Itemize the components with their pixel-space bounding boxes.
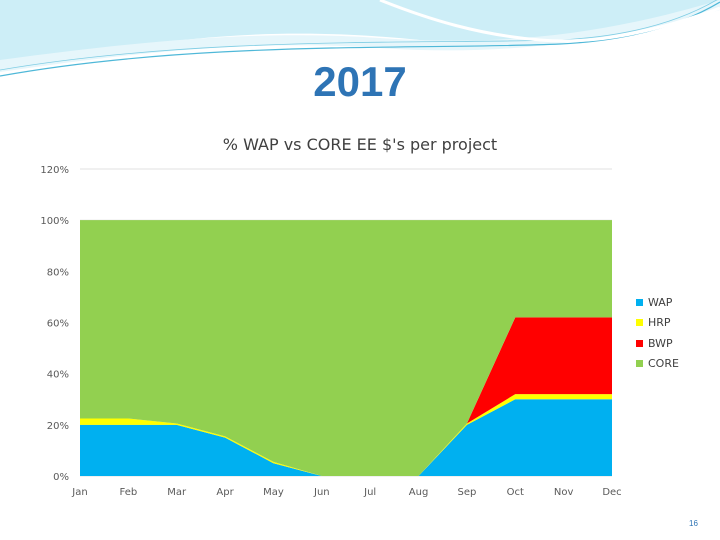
x-tick-label: Nov [554, 487, 574, 498]
x-tick-label: Sep [457, 487, 476, 498]
x-tick-label: Apr [216, 487, 234, 498]
legend-label: HRP [648, 316, 671, 330]
y-axis-tick-labels: 0% 20% 40% 60% 80% 100% 120% [40, 165, 69, 483]
area-series [80, 220, 612, 476]
area-core [80, 220, 612, 476]
header-swoosh-decoration [0, 0, 720, 77]
y-tick-label: 120% [40, 165, 69, 176]
y-tick-label: 20% [47, 421, 69, 432]
legend-item-hrp: HRP [636, 313, 679, 334]
x-tick-label: Jun [313, 487, 330, 498]
legend-label: BWP [648, 336, 673, 350]
y-tick-label: 40% [47, 370, 69, 381]
x-tick-label: Feb [120, 487, 138, 498]
legend-item-wap: WAP [636, 292, 679, 313]
chart-legend: WAP HRP BWP CORE [636, 292, 679, 374]
x-tick-label: Aug [409, 487, 429, 498]
legend-swatch [636, 319, 643, 327]
slide-title: 2017 [313, 58, 407, 105]
y-tick-label: 0% [53, 472, 69, 483]
page-number: 16 [689, 519, 698, 528]
x-tick-label: Jan [71, 487, 87, 498]
legend-swatch [636, 360, 643, 368]
x-tick-label: May [263, 487, 284, 498]
chart-title: % WAP vs CORE EE $'s per project [222, 135, 498, 154]
legend-item-bwp: BWP [636, 333, 679, 354]
x-tick-label: Oct [507, 487, 524, 498]
legend-swatch [636, 298, 643, 306]
x-axis-tick-labels: Jan Feb Mar Apr May Jun Jul Aug Sep Oct Nov Dec [71, 487, 621, 498]
legend-swatch [636, 339, 643, 347]
y-tick-label: 60% [47, 319, 69, 330]
y-tick-label: 80% [47, 267, 69, 278]
legend-label: CORE [648, 357, 679, 371]
area-wap [80, 399, 612, 476]
area-bwp [80, 317, 612, 476]
x-tick-label: Mar [167, 487, 187, 498]
legend-item-core: CORE [636, 354, 679, 375]
legend-label: WAP [648, 295, 673, 309]
y-tick-label: 100% [40, 216, 69, 227]
x-tick-label: Dec [602, 487, 621, 498]
x-tick-label: Jul [363, 487, 376, 498]
